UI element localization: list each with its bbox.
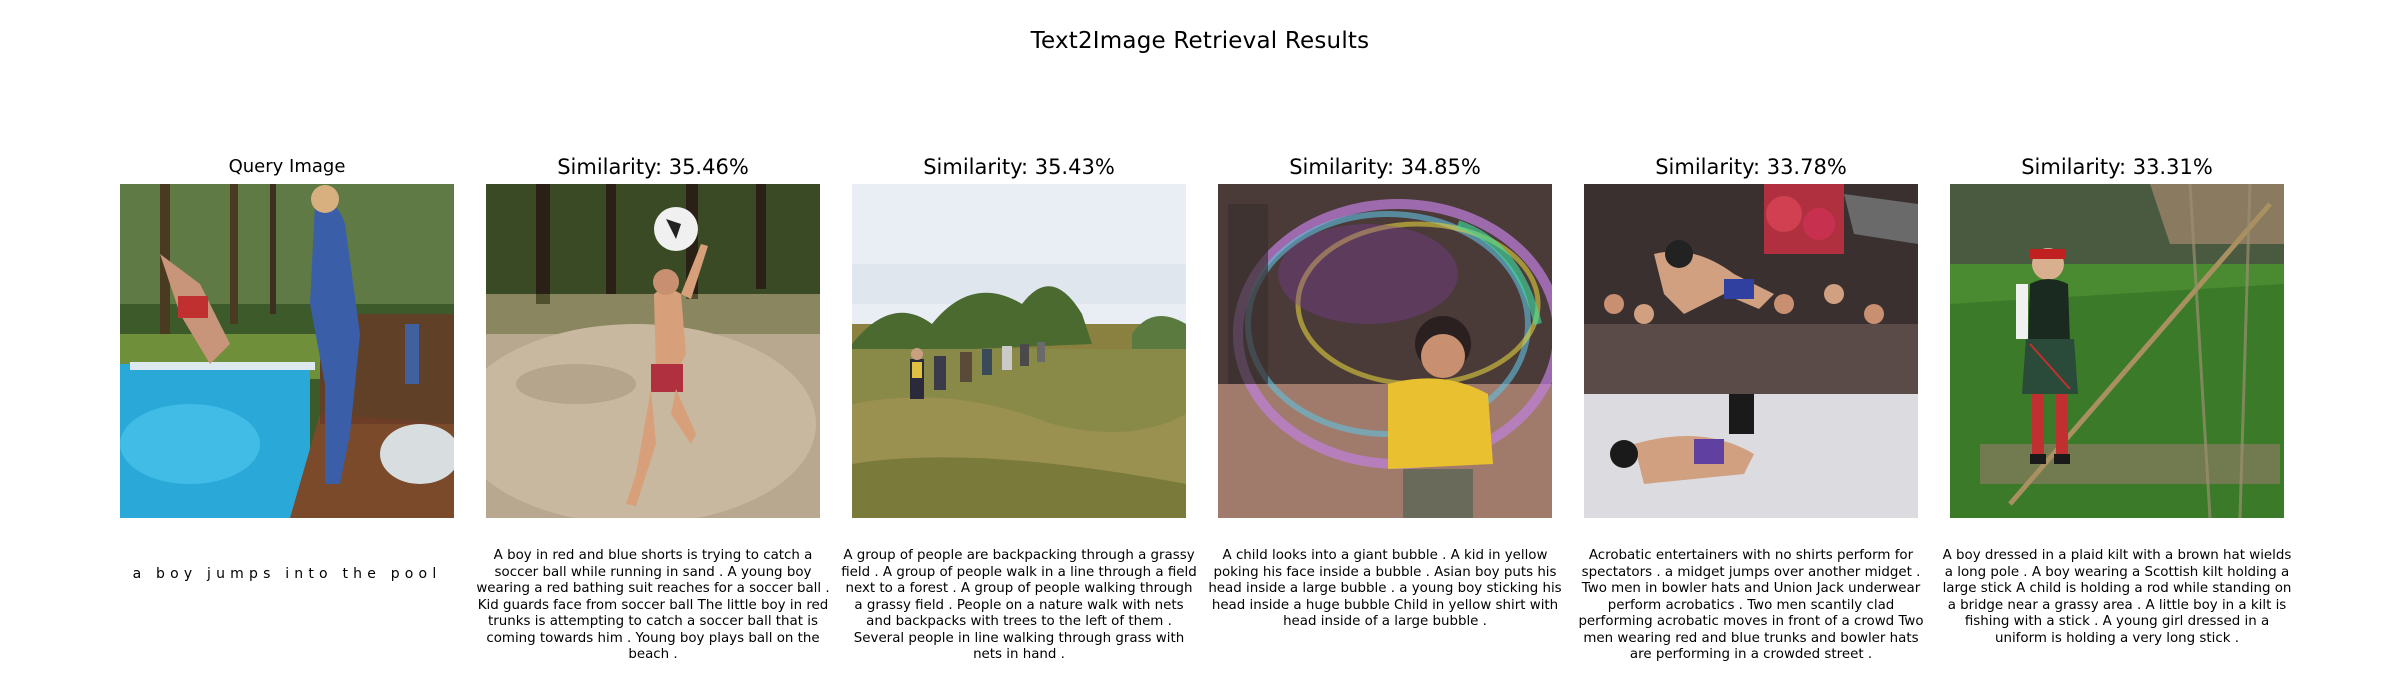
- similarity-label: Similarity: 35.46%: [557, 155, 749, 179]
- similarity-label: Similarity: 33.31%: [2021, 155, 2213, 179]
- hikers-field-photo: [852, 184, 1186, 518]
- query-panel: Query Image a boy jumps into the pool: [107, 150, 467, 583]
- result-caption: A group of people are backpacking throug…: [841, 548, 1197, 662]
- result-caption: A boy in red and blue shorts is trying t…: [476, 548, 830, 662]
- result-caption: Acrobatic entertainers with no shirts pe…: [1578, 548, 1924, 662]
- query-title: Query Image: [228, 156, 346, 177]
- boy-pool-photo: [120, 184, 454, 518]
- acrobats-crowd-photo: [1584, 184, 1918, 518]
- figure-title: Text2Image Retrieval Results: [1030, 28, 1370, 54]
- result-panel: Similarity: 34.85% A child looks into a …: [1205, 150, 1565, 631]
- result-panel: Similarity: 35.43% A group of people are…: [839, 150, 1199, 664]
- similarity-label: Similarity: 33.78%: [1655, 155, 1847, 179]
- similarity-label: Similarity: 34.85%: [1289, 155, 1481, 179]
- query-text: a boy jumps into the pool: [132, 566, 442, 582]
- result-caption: A child looks into a giant bubble . A ki…: [1208, 548, 1562, 629]
- boy-kilt-stick-photo: [1950, 184, 2284, 518]
- result-caption: A boy dressed in a plaid kilt with a bro…: [1942, 548, 2292, 646]
- child-bubble-photo: [1218, 184, 1552, 518]
- result-panel: Similarity: 35.46% A boy in red and blue…: [473, 150, 833, 664]
- boy-soccer-sand-photo: [486, 184, 820, 518]
- similarity-label: Similarity: 35.43%: [923, 155, 1115, 179]
- result-panel: Similarity: 33.31% A boy dressed in a pl…: [1937, 150, 2297, 647]
- result-panel: Similarity: 33.78% Acrobatic entertainer…: [1571, 150, 1931, 664]
